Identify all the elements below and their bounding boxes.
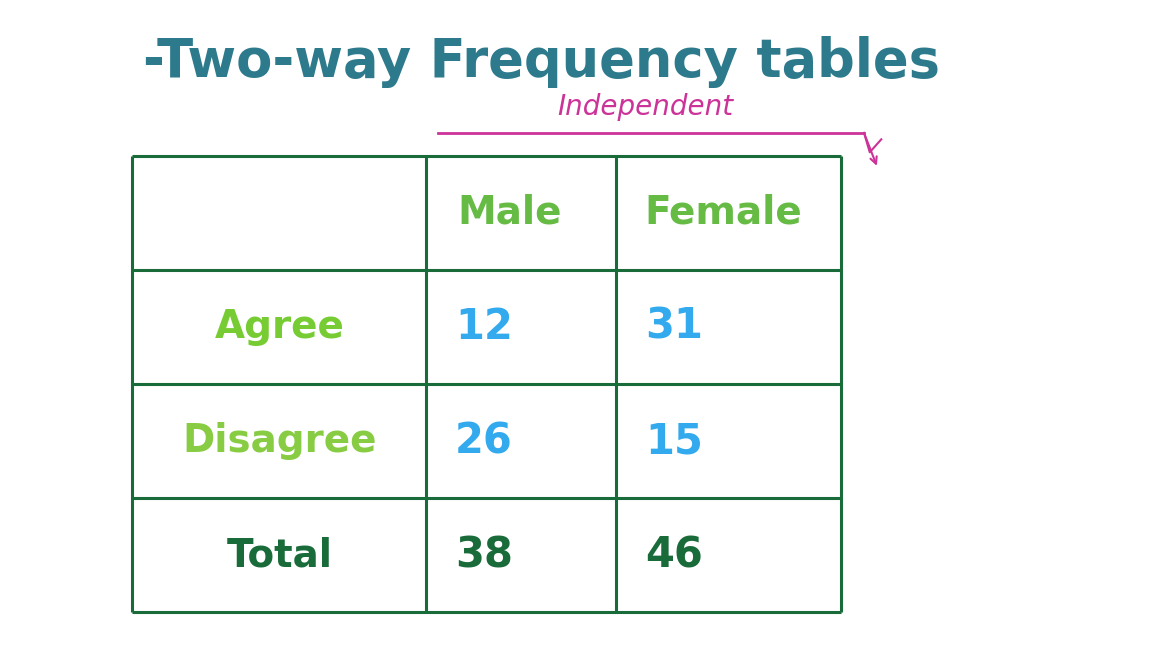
Text: Agree: Agree — [214, 308, 344, 346]
Text: Female: Female — [644, 194, 802, 231]
Text: Male: Male — [457, 194, 562, 231]
Text: 12: 12 — [455, 306, 513, 348]
Text: 31: 31 — [645, 306, 703, 348]
Text: 15: 15 — [645, 420, 703, 462]
Text: 38: 38 — [455, 534, 513, 576]
Text: Disagree: Disagree — [182, 422, 377, 460]
Text: 26: 26 — [455, 420, 513, 462]
Text: Total: Total — [226, 537, 333, 574]
Text: 46: 46 — [645, 534, 703, 576]
Text: Independent: Independent — [558, 93, 733, 121]
Text: -Two-way Frequency tables: -Two-way Frequency tables — [143, 36, 940, 87]
